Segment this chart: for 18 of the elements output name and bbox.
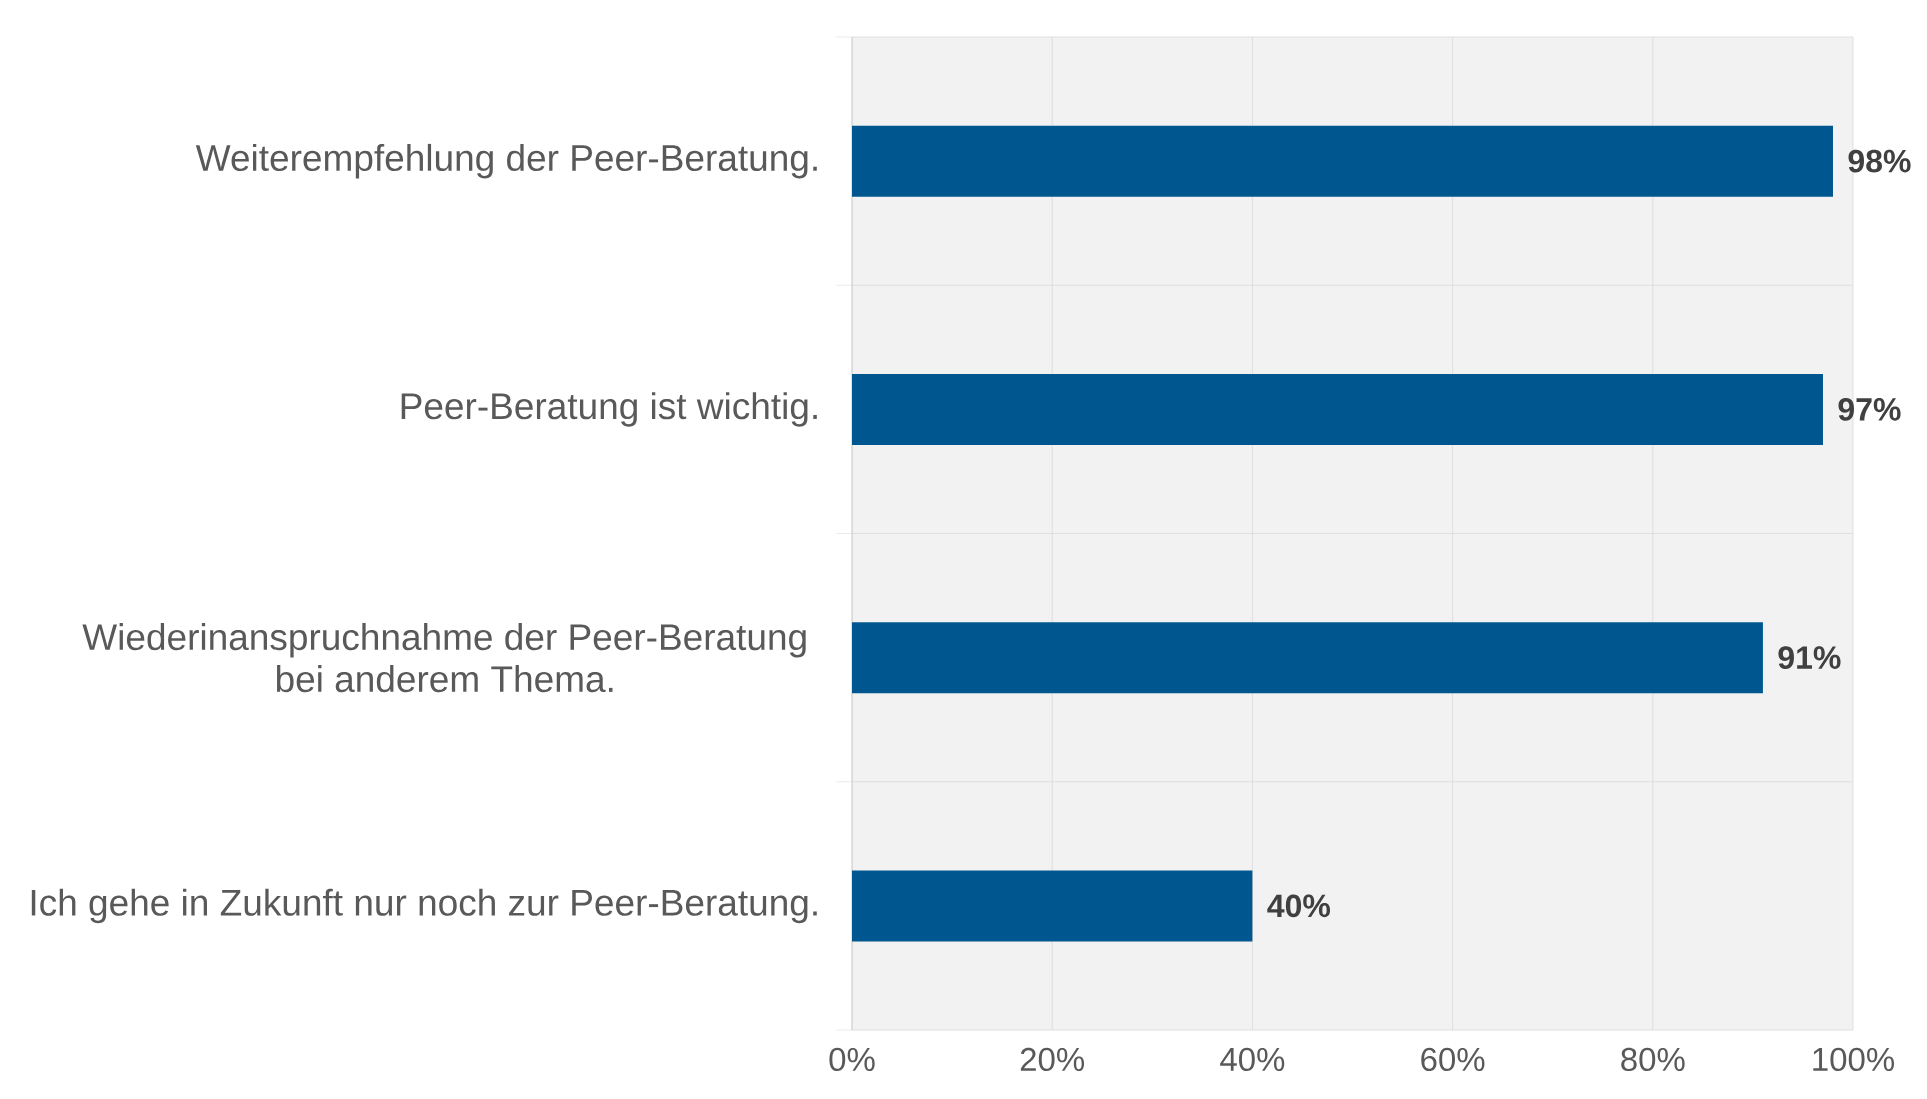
x-tick-label: 20%: [1020, 1047, 1085, 1072]
data-label: 97%: [1838, 398, 1901, 421]
x-tick-label: 0%: [829, 1047, 875, 1072]
x-tick-label: 40%: [1220, 1047, 1285, 1072]
data-label: 91%: [1778, 646, 1841, 669]
data-label: 98%: [1848, 149, 1911, 173]
y-tick-label: Wiederinanspruchnahme der Peer-Beratung bei anderem Thema.: [82, 623, 806, 693]
y-tick-label: Ich gehe in Zukunft nur noch zur Peer-Beratung.: [31, 888, 817, 924]
bar: [852, 125, 1833, 197]
x-tick-label: 60%: [1421, 1047, 1485, 1072]
data-label: 40%: [1267, 894, 1331, 918]
x-tick-label: 100%: [1813, 1047, 1895, 1072]
y-tick-label: Weiterempfehlung der Peer-Beratung.: [195, 143, 817, 179]
y-tick-label: Peer-Beratung ist wichtig.: [401, 392, 817, 427]
bar: [852, 622, 1763, 694]
bar: [852, 870, 1253, 942]
x-tick-label: 80%: [1621, 1047, 1685, 1072]
bar: [852, 373, 1823, 445]
